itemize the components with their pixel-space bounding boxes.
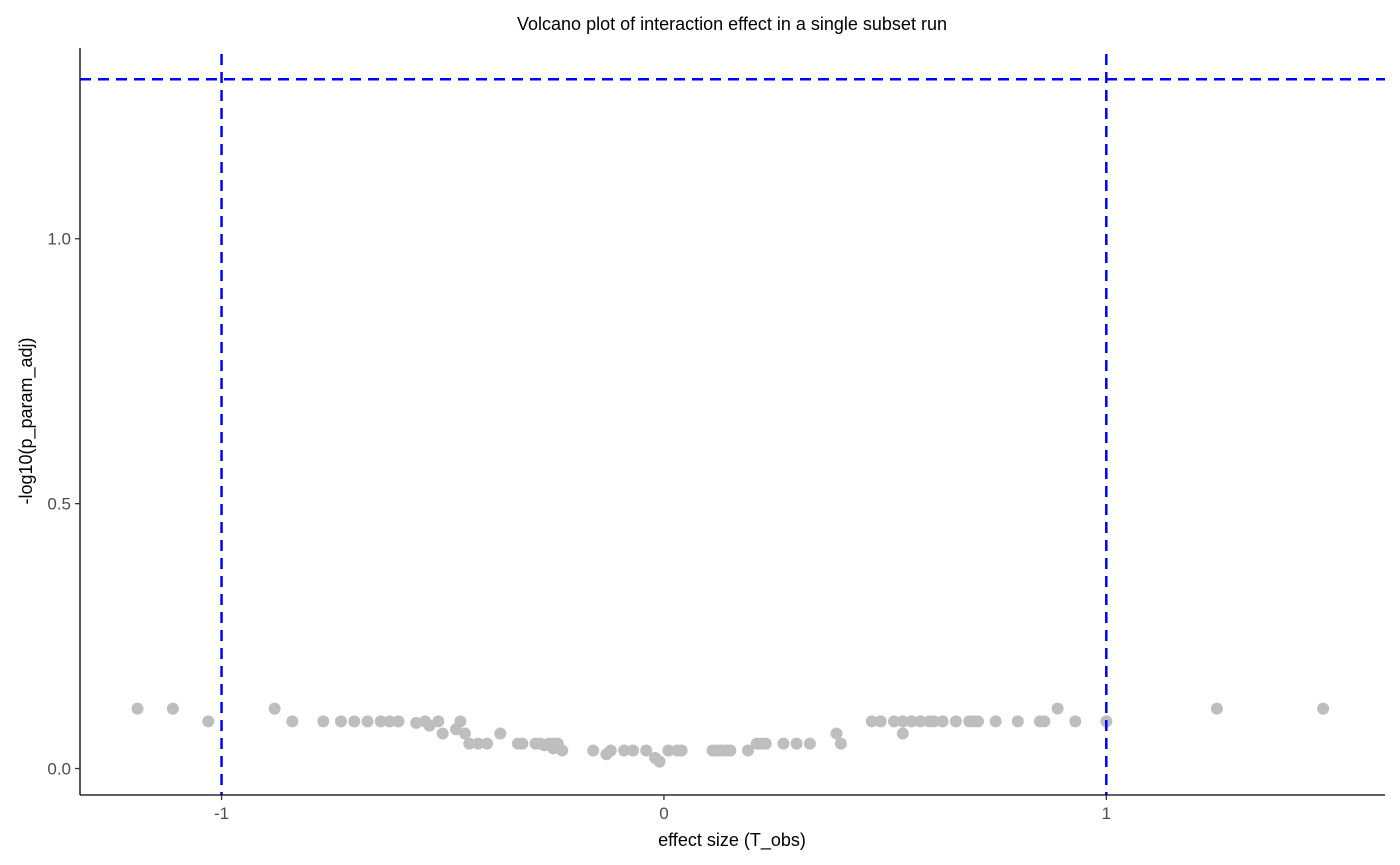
data-point xyxy=(759,737,772,750)
x-axis-title: effect size (T_obs) xyxy=(658,830,806,851)
data-point xyxy=(516,737,529,750)
data-point xyxy=(949,715,962,728)
x-tick-label: -1 xyxy=(214,804,229,823)
x-axis-ticks: -1 0 1 xyxy=(214,795,1111,823)
data-point xyxy=(1051,702,1064,715)
data-point xyxy=(436,727,449,740)
data-point xyxy=(317,715,330,728)
data-point xyxy=(410,716,423,729)
y-axis-ticks: 0.0 0.5 1.0 xyxy=(47,230,80,779)
data-point xyxy=(790,737,803,750)
data-point xyxy=(830,727,843,740)
data-point xyxy=(662,744,675,757)
data-point xyxy=(604,744,617,757)
data-point xyxy=(268,702,281,715)
data-point xyxy=(454,715,467,728)
data-point xyxy=(834,737,847,750)
data-point xyxy=(1069,715,1082,728)
data-point xyxy=(865,715,878,728)
reference-lines xyxy=(80,54,1385,795)
data-point xyxy=(896,715,909,728)
points-layer xyxy=(131,702,1330,768)
data-point xyxy=(724,744,737,757)
data-point xyxy=(803,737,816,750)
data-point xyxy=(494,727,507,740)
y-tick-label: 0.0 xyxy=(47,760,71,779)
data-point xyxy=(202,715,215,728)
data-point xyxy=(914,715,927,728)
data-point xyxy=(742,744,754,757)
data-point xyxy=(383,715,396,728)
data-point xyxy=(777,737,790,750)
data-point xyxy=(905,715,918,728)
data-point xyxy=(874,715,887,728)
data-point xyxy=(458,727,471,740)
x-tick-label: 1 xyxy=(1102,804,1111,823)
axes xyxy=(79,48,1385,796)
y-tick-label: 1.0 xyxy=(47,230,71,249)
data-point xyxy=(989,715,1002,728)
data-point xyxy=(1011,715,1024,728)
data-point xyxy=(896,727,909,740)
data-point xyxy=(640,744,653,757)
data-point xyxy=(618,744,631,757)
data-point xyxy=(556,744,569,757)
data-point xyxy=(463,737,476,750)
data-point xyxy=(392,715,405,728)
data-point xyxy=(627,744,639,757)
y-axis-title: -log10(p_param_adj) xyxy=(16,337,37,504)
data-point xyxy=(131,702,144,715)
data-point xyxy=(972,715,984,728)
x-tick-label: 0 xyxy=(659,804,668,823)
chart-title: Volcano plot of interaction effect in a … xyxy=(517,14,947,34)
data-point xyxy=(374,715,387,728)
data-point xyxy=(675,744,688,757)
data-point xyxy=(472,737,485,750)
data-point xyxy=(348,715,361,728)
data-point xyxy=(166,702,179,715)
data-point xyxy=(1317,702,1330,715)
data-point xyxy=(481,737,493,750)
data-point xyxy=(1038,715,1051,728)
data-point xyxy=(432,715,445,728)
data-point xyxy=(335,715,347,728)
y-tick-label: 0.5 xyxy=(47,495,71,514)
data-point xyxy=(361,715,374,728)
data-point xyxy=(1210,702,1223,715)
data-point xyxy=(927,715,940,728)
data-point xyxy=(587,744,600,757)
data-point xyxy=(653,755,666,768)
data-point xyxy=(888,715,900,728)
data-point xyxy=(936,715,949,728)
data-point xyxy=(286,715,299,728)
